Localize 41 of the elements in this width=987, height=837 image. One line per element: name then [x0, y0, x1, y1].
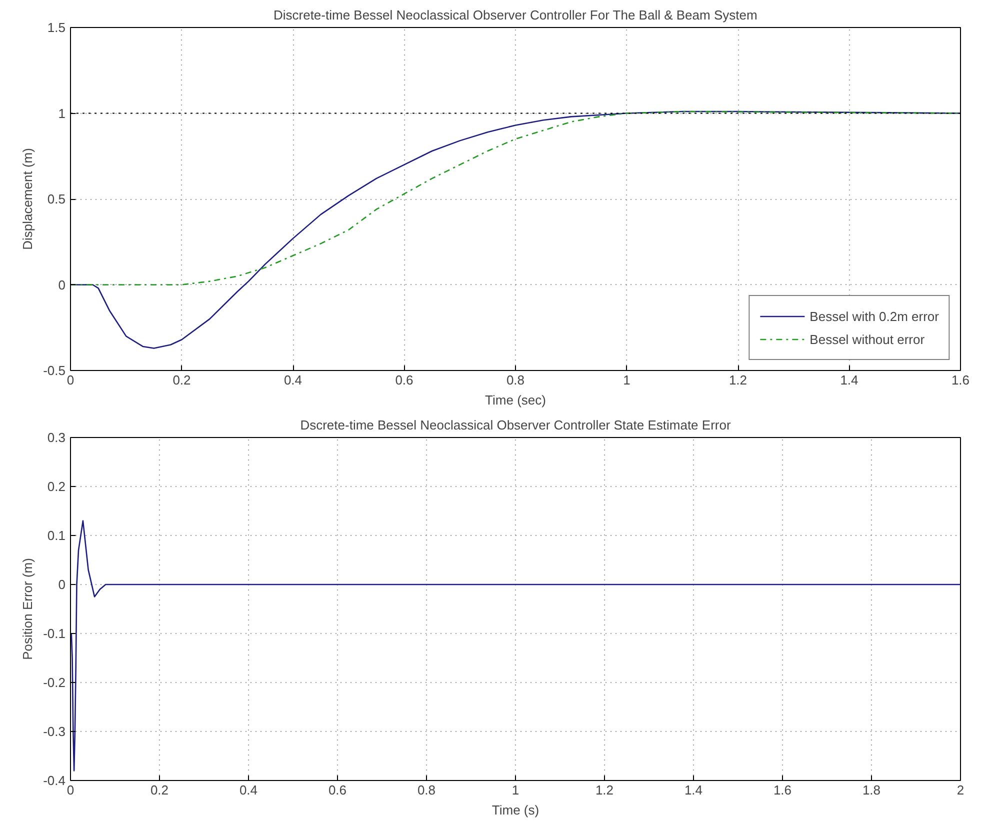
- y-tick-label: -0.4: [43, 773, 66, 788]
- x-tick-label: 1: [623, 372, 630, 388]
- x-tick-label: 0.4: [284, 372, 302, 388]
- y-tick-label: -0.2: [43, 675, 66, 690]
- y-axis-title: Displacement (m): [20, 148, 36, 250]
- chart-title: Dscrete-time Bessel Neoclassical Observer Controller State Estimate Error: [300, 418, 732, 432]
- x-axis-title: Time (s): [492, 802, 540, 818]
- y-tick-label: 0.2: [47, 479, 66, 494]
- x-tick-label: 1.6: [951, 372, 970, 388]
- x-tick-label: 0.2: [150, 782, 169, 798]
- x-tick-label: 1.6: [773, 782, 792, 798]
- chart-title: Discrete-time Bessel Neoclassical Observer Controller For The Ball & Beam System: [273, 8, 758, 22]
- y-tick-label: -0.5: [43, 363, 66, 378]
- x-tick-label: 0.8: [417, 782, 436, 798]
- y-tick-label: 0: [58, 277, 66, 292]
- y-tick-label: -0.1: [43, 626, 66, 641]
- legend-label: Bessel without error: [810, 332, 925, 346]
- x-tick-label: 1.2: [595, 782, 614, 798]
- x-tick-label: 1.4: [840, 372, 858, 388]
- line-series: [70, 520, 960, 772]
- x-tick-label: 1.2: [728, 372, 748, 388]
- y-tick-label: 0.5: [47, 192, 66, 206]
- x-tick-label: 1.4: [684, 782, 703, 798]
- x-tick-label: 0.6: [395, 372, 414, 388]
- x-tick-label: 0.6: [328, 782, 347, 798]
- x-tick-label: 0.4: [239, 782, 258, 798]
- y-tick-label: -0.3: [43, 724, 66, 739]
- y-tick-label: 0.1: [47, 528, 66, 543]
- y-tick-label: 1: [58, 106, 66, 121]
- x-tick-label: 0.2: [172, 372, 191, 388]
- x-tick-label: 0.8: [506, 372, 525, 388]
- y-tick-label: 1.5: [47, 20, 66, 35]
- x-axis-title: Time (sec): [485, 392, 546, 408]
- line-series: [70, 110, 960, 286]
- y-axis-title: Position Error (m): [20, 558, 36, 660]
- x-tick-label: 2: [956, 782, 964, 798]
- x-tick-label: 1: [512, 782, 520, 798]
- legend-label: Bessel with 0.2m error: [810, 308, 939, 324]
- y-tick-label: 0: [58, 577, 66, 592]
- x-tick-label: 1.8: [862, 782, 881, 798]
- y-tick-label: 0.3: [47, 430, 66, 445]
